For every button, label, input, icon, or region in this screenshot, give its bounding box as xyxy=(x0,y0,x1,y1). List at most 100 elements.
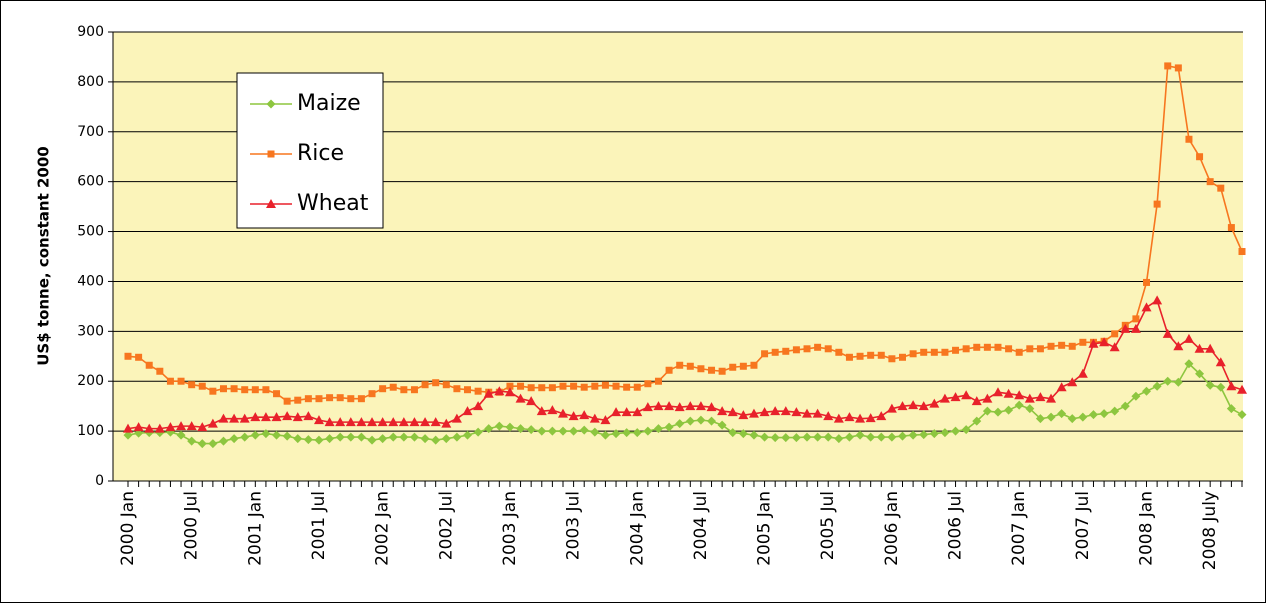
marker xyxy=(866,432,876,442)
marker xyxy=(844,432,854,442)
marker xyxy=(653,401,664,411)
marker xyxy=(748,408,759,418)
marker xyxy=(908,400,919,410)
marker xyxy=(940,428,950,438)
marker xyxy=(1046,393,1057,403)
marker xyxy=(441,418,452,428)
marker xyxy=(515,393,526,403)
marker xyxy=(145,361,153,369)
marker xyxy=(1004,405,1014,415)
marker xyxy=(632,407,643,417)
marker xyxy=(760,432,770,442)
marker xyxy=(1173,377,1183,387)
marker xyxy=(1015,348,1023,356)
marker xyxy=(1162,328,1173,338)
marker xyxy=(972,416,982,426)
marker xyxy=(962,345,970,353)
marker xyxy=(379,385,387,393)
marker xyxy=(973,343,981,351)
marker xyxy=(930,348,938,356)
series-line xyxy=(127,64,1243,403)
marker xyxy=(367,435,377,445)
marker xyxy=(177,377,185,385)
marker xyxy=(664,401,675,411)
marker xyxy=(791,407,802,417)
marker xyxy=(250,412,261,422)
marker xyxy=(739,362,747,370)
marker xyxy=(357,395,365,403)
marker xyxy=(898,353,906,361)
marker xyxy=(1226,404,1236,414)
marker xyxy=(1088,338,1099,348)
marker xyxy=(389,383,397,391)
marker xyxy=(676,361,684,369)
marker xyxy=(483,388,494,398)
marker xyxy=(494,386,505,396)
marker xyxy=(1196,153,1204,161)
marker xyxy=(292,412,303,422)
marker xyxy=(876,411,887,421)
marker xyxy=(464,386,472,394)
marker xyxy=(473,427,483,437)
marker xyxy=(1238,248,1246,256)
marker xyxy=(886,403,897,413)
marker xyxy=(633,383,641,391)
marker xyxy=(1174,64,1182,72)
marker xyxy=(294,396,302,404)
x-tick-label: 2004 Jul xyxy=(691,491,711,560)
marker xyxy=(579,425,589,435)
marker xyxy=(313,415,324,425)
marker xyxy=(420,434,430,444)
marker xyxy=(1215,357,1226,367)
marker xyxy=(1216,382,1226,392)
marker xyxy=(377,417,388,427)
marker xyxy=(1237,384,1247,394)
marker xyxy=(505,422,515,432)
marker xyxy=(240,432,250,442)
marker xyxy=(961,390,972,400)
marker xyxy=(356,432,366,442)
marker xyxy=(421,381,429,389)
marker xyxy=(1183,333,1194,343)
marker xyxy=(803,345,811,353)
marker xyxy=(939,393,950,403)
marker xyxy=(251,386,259,394)
marker xyxy=(451,413,462,423)
marker xyxy=(695,401,706,411)
marker xyxy=(887,432,897,442)
marker xyxy=(1067,377,1078,387)
marker xyxy=(834,434,844,444)
marker xyxy=(1067,414,1077,424)
marker xyxy=(770,406,781,416)
marker xyxy=(230,385,238,393)
marker xyxy=(622,428,632,438)
marker xyxy=(293,434,303,444)
x-tick-label: 2006 Jan xyxy=(882,491,902,566)
marker xyxy=(1088,410,1098,420)
marker xyxy=(367,417,378,427)
marker xyxy=(218,413,229,423)
marker xyxy=(1131,391,1141,401)
marker xyxy=(1109,342,1120,352)
marker xyxy=(452,432,462,442)
marker xyxy=(409,417,420,427)
marker xyxy=(791,433,801,443)
series-line xyxy=(127,299,1243,430)
marker xyxy=(1152,295,1163,305)
marker xyxy=(303,435,313,445)
marker xyxy=(823,411,834,421)
marker xyxy=(1078,412,1088,422)
legend-label: Rice xyxy=(297,141,344,166)
marker xyxy=(941,348,949,356)
marker xyxy=(929,398,940,408)
marker xyxy=(1005,345,1013,353)
legend: Maize Rice Wheat xyxy=(236,72,384,229)
marker xyxy=(867,351,875,359)
y-tick-label: 600 xyxy=(77,174,104,190)
marker xyxy=(696,415,706,425)
legend-label: Maize xyxy=(297,91,361,116)
marker xyxy=(833,413,844,423)
y-tick-label: 300 xyxy=(77,323,104,339)
y-tick-label: 200 xyxy=(77,373,104,389)
